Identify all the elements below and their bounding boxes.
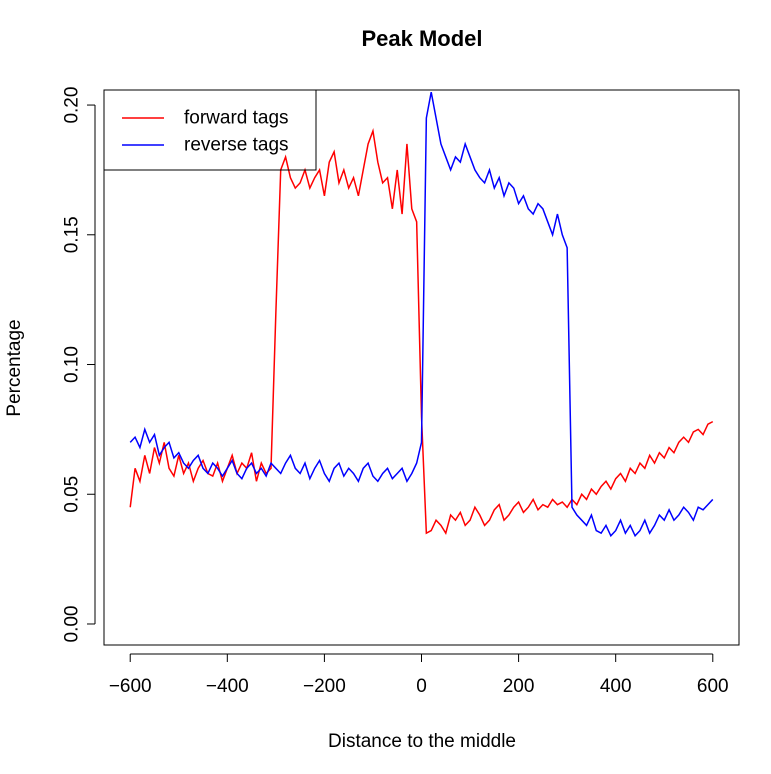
legend-label: forward tags bbox=[184, 108, 289, 129]
plot-box bbox=[103, 89, 740, 646]
chart-title: Peak Model bbox=[361, 26, 482, 51]
x-tick-label: 0 bbox=[416, 676, 427, 697]
y-tick-label: 0.00 bbox=[62, 605, 83, 642]
y-tick-label: 0.15 bbox=[62, 216, 83, 253]
x-tick-label: −400 bbox=[206, 676, 249, 697]
y-tick-label: 0.10 bbox=[62, 346, 83, 383]
data-line bbox=[129, 128, 714, 536]
x-tick-label: 200 bbox=[503, 676, 535, 697]
legend-box bbox=[103, 89, 317, 171]
x-axis-label: Distance to the middle bbox=[328, 731, 516, 752]
y-tick-label: 0.05 bbox=[62, 476, 83, 513]
legend-label: reverse tags bbox=[184, 135, 289, 156]
x-tick-label: −200 bbox=[303, 676, 346, 697]
x-tick-label: 400 bbox=[600, 676, 632, 697]
y-tick-label: 0.20 bbox=[62, 87, 83, 124]
x-tick-label: 600 bbox=[697, 676, 729, 697]
data-line bbox=[129, 91, 714, 538]
x-tick-label: −600 bbox=[109, 676, 152, 697]
y-axis-label: Percentage bbox=[4, 319, 25, 416]
